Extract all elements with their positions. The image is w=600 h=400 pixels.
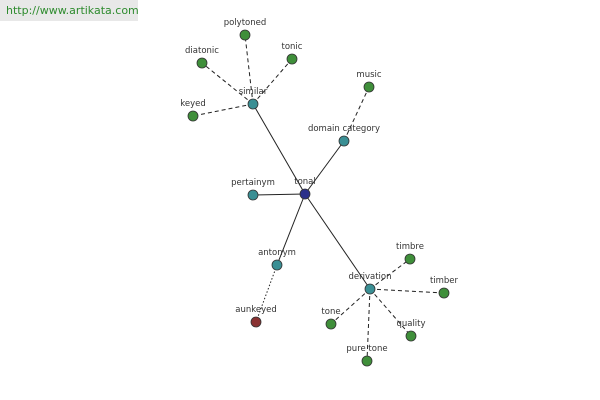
node — [247, 98, 259, 110]
node — [361, 355, 373, 367]
node — [405, 330, 417, 342]
edge — [343, 86, 370, 142]
edge — [252, 58, 293, 105]
node-label: diatonic — [185, 46, 219, 56]
edge — [369, 258, 411, 290]
node — [271, 259, 283, 271]
edge — [304, 140, 345, 195]
node-label: timbre — [396, 242, 424, 252]
node — [247, 189, 259, 201]
node-label: tonic — [282, 42, 303, 52]
node-label: domain category — [308, 124, 380, 134]
edge — [330, 288, 371, 325]
node — [239, 29, 251, 41]
node — [187, 110, 199, 122]
node — [325, 318, 337, 330]
node-label: tonal — [294, 177, 316, 187]
edge — [244, 34, 254, 105]
node-label: tone — [321, 307, 340, 317]
node — [286, 53, 298, 65]
nodes: tonal similar domain category pertainym anto… — [180, 18, 459, 367]
edge — [366, 288, 371, 362]
node — [338, 135, 350, 147]
site-url[interactable]: http://www.artikata.com — [0, 0, 139, 21]
edge — [276, 193, 306, 266]
edge — [304, 193, 371, 290]
node — [250, 316, 262, 328]
node — [299, 188, 311, 200]
edge — [201, 62, 254, 105]
node — [364, 283, 376, 295]
node-label: music — [356, 70, 381, 80]
edge — [369, 288, 412, 337]
node-label: aunkeyed — [235, 305, 277, 315]
edge — [192, 103, 254, 117]
node — [438, 287, 450, 299]
node-label: pertainym — [231, 178, 275, 188]
node — [363, 81, 375, 93]
node-label: keyed — [180, 99, 206, 109]
node — [196, 57, 208, 69]
node-label: timber — [430, 276, 459, 286]
node-label: similar — [239, 87, 268, 97]
node-label: antonym — [258, 248, 296, 258]
node — [404, 253, 416, 265]
node-label: pure tone — [346, 344, 387, 354]
node-label: derivation — [348, 272, 391, 282]
node-label: quality — [396, 319, 425, 329]
edge — [369, 288, 445, 294]
edges — [192, 34, 445, 362]
edge — [252, 103, 306, 195]
edge — [252, 193, 306, 196]
node-label: polytoned — [224, 18, 267, 28]
